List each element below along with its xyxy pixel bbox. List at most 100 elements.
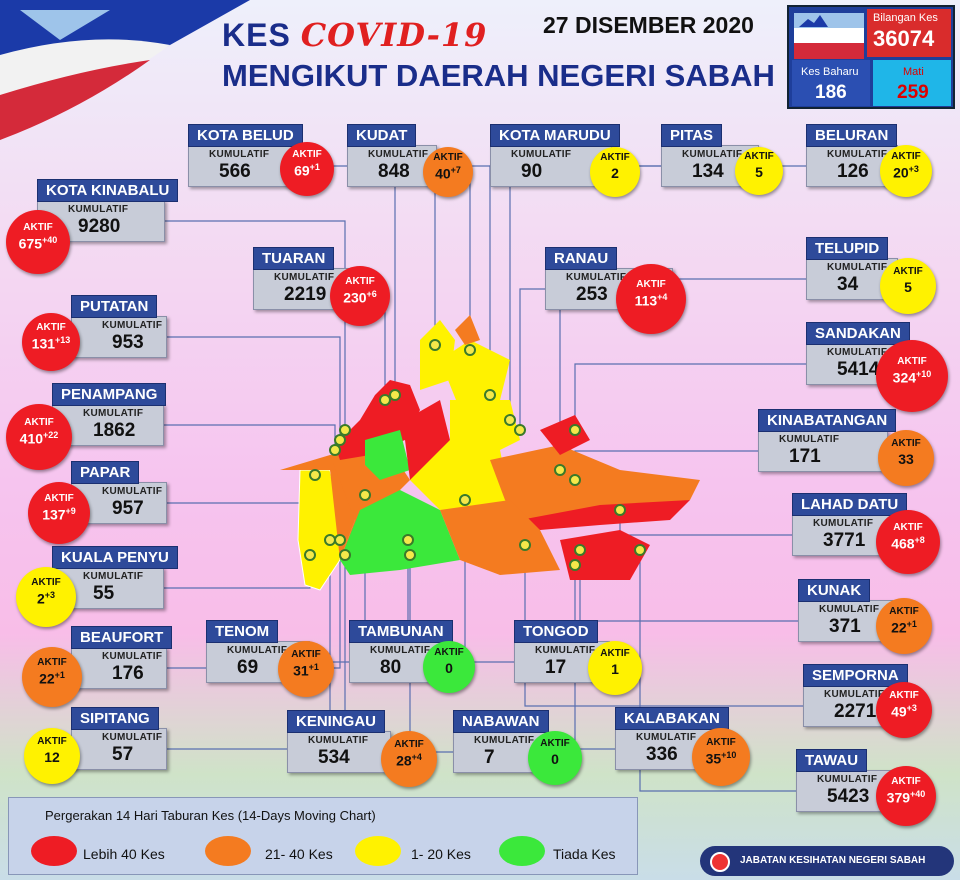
- district-name: KOTA MARUDU: [490, 124, 620, 147]
- district-card-keningau: KENINGAU KUMULATIF 534: [287, 710, 391, 773]
- agency-name: JABATAN KESIHATAN NEGERI SABAH: [740, 855, 926, 866]
- kumulatif-label: KUMULATIF: [827, 262, 888, 273]
- kumulatif-label: KUMULATIF: [102, 320, 163, 331]
- leader-line-kota-marudu: [469, 165, 490, 350]
- kumulatif-label: KUMULATIF: [813, 518, 874, 529]
- map-marker-pitas: [484, 389, 496, 401]
- aktif-badge-kuala-penyu: AKTIF 2+3: [16, 567, 76, 627]
- district-name: SANDAKAN: [806, 322, 910, 345]
- aktif-badge-kudat: AKTIF 40+7: [423, 147, 473, 197]
- aktif-value: 12: [44, 749, 60, 765]
- kumulatif-label: KUMULATIF: [227, 645, 288, 656]
- aktif-delta: +40: [910, 789, 926, 799]
- map-region-beaufort: [280, 455, 355, 560]
- leader-line-putatan: [167, 336, 341, 440]
- kumulatif-label: KUMULATIF: [817, 774, 878, 785]
- district-name: TELUPID: [806, 237, 889, 260]
- district-name: PUTATAN: [71, 295, 158, 318]
- aktif-label: AKTIF: [891, 776, 921, 787]
- aktif-label: AKTIF: [24, 417, 54, 428]
- map-marker-tambunan: [402, 534, 414, 546]
- district-name: KOTA BELUD: [188, 124, 303, 147]
- map-marker-tongod: [459, 494, 471, 506]
- total-cases-label: Bilangan Kes: [873, 12, 938, 24]
- kumulatif-value: 9280: [78, 216, 121, 237]
- district-name: NABAWAN: [453, 710, 549, 733]
- aktif-value: 33: [898, 451, 914, 467]
- aktif-label: AKTIF: [600, 152, 630, 163]
- aktif-value: 40+7: [435, 165, 461, 182]
- aktif-label: AKTIF: [291, 649, 321, 660]
- kumulatif-value: 2271: [834, 701, 877, 722]
- aktif-label: AKTIF: [889, 606, 919, 617]
- map-marker-kudat: [429, 339, 441, 351]
- district-name: KUNAK: [798, 579, 871, 602]
- district-name: KUALA PENYU: [52, 546, 178, 569]
- legend-title: Pergerakan 14 Hari Taburan Kes (14-Days …: [45, 808, 376, 823]
- kumulatif-label: KUMULATIF: [102, 732, 163, 743]
- aktif-value: 22+1: [891, 619, 917, 636]
- map-marker-nabawan: [404, 549, 416, 561]
- district-card-telupid: TELUPID KUMULATIF 34: [806, 237, 898, 300]
- aktif-value: 22+1: [39, 670, 65, 687]
- district-name: TONGOD: [514, 620, 598, 643]
- kumulatif-value: 371: [829, 616, 861, 637]
- map-marker-semporna: [519, 539, 531, 551]
- aktif-badge-putatan: AKTIF 131+13: [22, 313, 80, 371]
- kumulatif-value: 2219: [284, 284, 327, 305]
- aktif-value: 31+1: [293, 662, 319, 679]
- aktif-value: 0: [551, 751, 559, 767]
- kumulatif-label: KUMULATIF: [636, 732, 697, 743]
- map-region-kinabatangan: [490, 445, 700, 520]
- kumulatif-label: KUMULATIF: [682, 149, 743, 160]
- aktif-value: 5: [904, 279, 912, 295]
- aktif-badge-sandakan: AKTIF 324+10: [876, 340, 948, 412]
- aktif-label: AKTIF: [31, 577, 61, 588]
- aktif-badge-ranau: AKTIF 113+4: [616, 264, 686, 334]
- aktif-delta: +3: [906, 703, 917, 713]
- kumulatif-label: KUMULATIF: [102, 651, 163, 662]
- aktif-label: AKTIF: [893, 522, 923, 533]
- kumulatif-label: KUMULATIF: [827, 149, 888, 160]
- district-name: KINABATANGAN: [758, 409, 897, 432]
- aktif-delta: +9: [65, 506, 76, 516]
- aktif-value: 69+1: [294, 162, 320, 179]
- aktif-label: AKTIF: [540, 738, 570, 749]
- map-marker-lahad-datu: [614, 504, 626, 516]
- aktif-badge-papar: AKTIF 137+9: [28, 482, 90, 544]
- kumulatif-value: 5414: [837, 359, 880, 380]
- map-marker-penampang: [329, 444, 341, 456]
- aktif-badge-kalabakan: AKTIF 35+10: [692, 728, 750, 786]
- leader-line-penampang: [164, 424, 336, 450]
- kumulatif-value: 7: [484, 747, 495, 768]
- aktif-delta: +1: [906, 619, 917, 629]
- kumulatif-value: 5423: [827, 786, 870, 807]
- map-region-tongod: [410, 440, 510, 520]
- aktif-value: 0: [445, 660, 453, 676]
- aktif-value: 1: [611, 661, 619, 677]
- map-marker-kalabakan: [569, 559, 581, 571]
- leader-line-kuala-penyu: [164, 555, 311, 589]
- aktif-badge-semporna: AKTIF 49+3: [876, 682, 932, 738]
- district-card-tuaran: TUARAN KUMULATIF 2219: [253, 247, 363, 310]
- legend-label-green: Tiada Kes: [553, 846, 616, 862]
- summary-panel: Bilangan Kes 36074 Kes Baharu 186 Mati 2…: [787, 5, 955, 109]
- kumulatif-label: KUMULATIF: [827, 347, 888, 358]
- aktif-value: 675+40: [18, 235, 58, 252]
- aktif-badge-lahad-datu: AKTIF 468+8: [876, 510, 940, 574]
- district-card-kuala-penyu: KUALA PENYU KUMULATIF 55: [52, 546, 178, 609]
- district-card-kota-belud: KOTA BELUD KUMULATIF 566: [188, 124, 303, 187]
- aktif-label: AKTIF: [36, 322, 66, 333]
- kumulatif-value: 171: [789, 446, 821, 467]
- kumulatif-value: 17: [545, 657, 567, 678]
- aktif-label: AKTIF: [292, 149, 322, 160]
- kumulatif-label: KUMULATIF: [68, 204, 129, 215]
- kumulatif-label: KUMULATIF: [274, 272, 335, 283]
- sabah-flag-decoration: [0, 0, 250, 140]
- aktif-value: 230+6: [343, 289, 377, 306]
- kumulatif-value: 90: [521, 161, 543, 182]
- aktif-label: AKTIF: [893, 266, 923, 277]
- aktif-label: AKTIF: [889, 690, 919, 701]
- aktif-label: AKTIF: [44, 493, 74, 504]
